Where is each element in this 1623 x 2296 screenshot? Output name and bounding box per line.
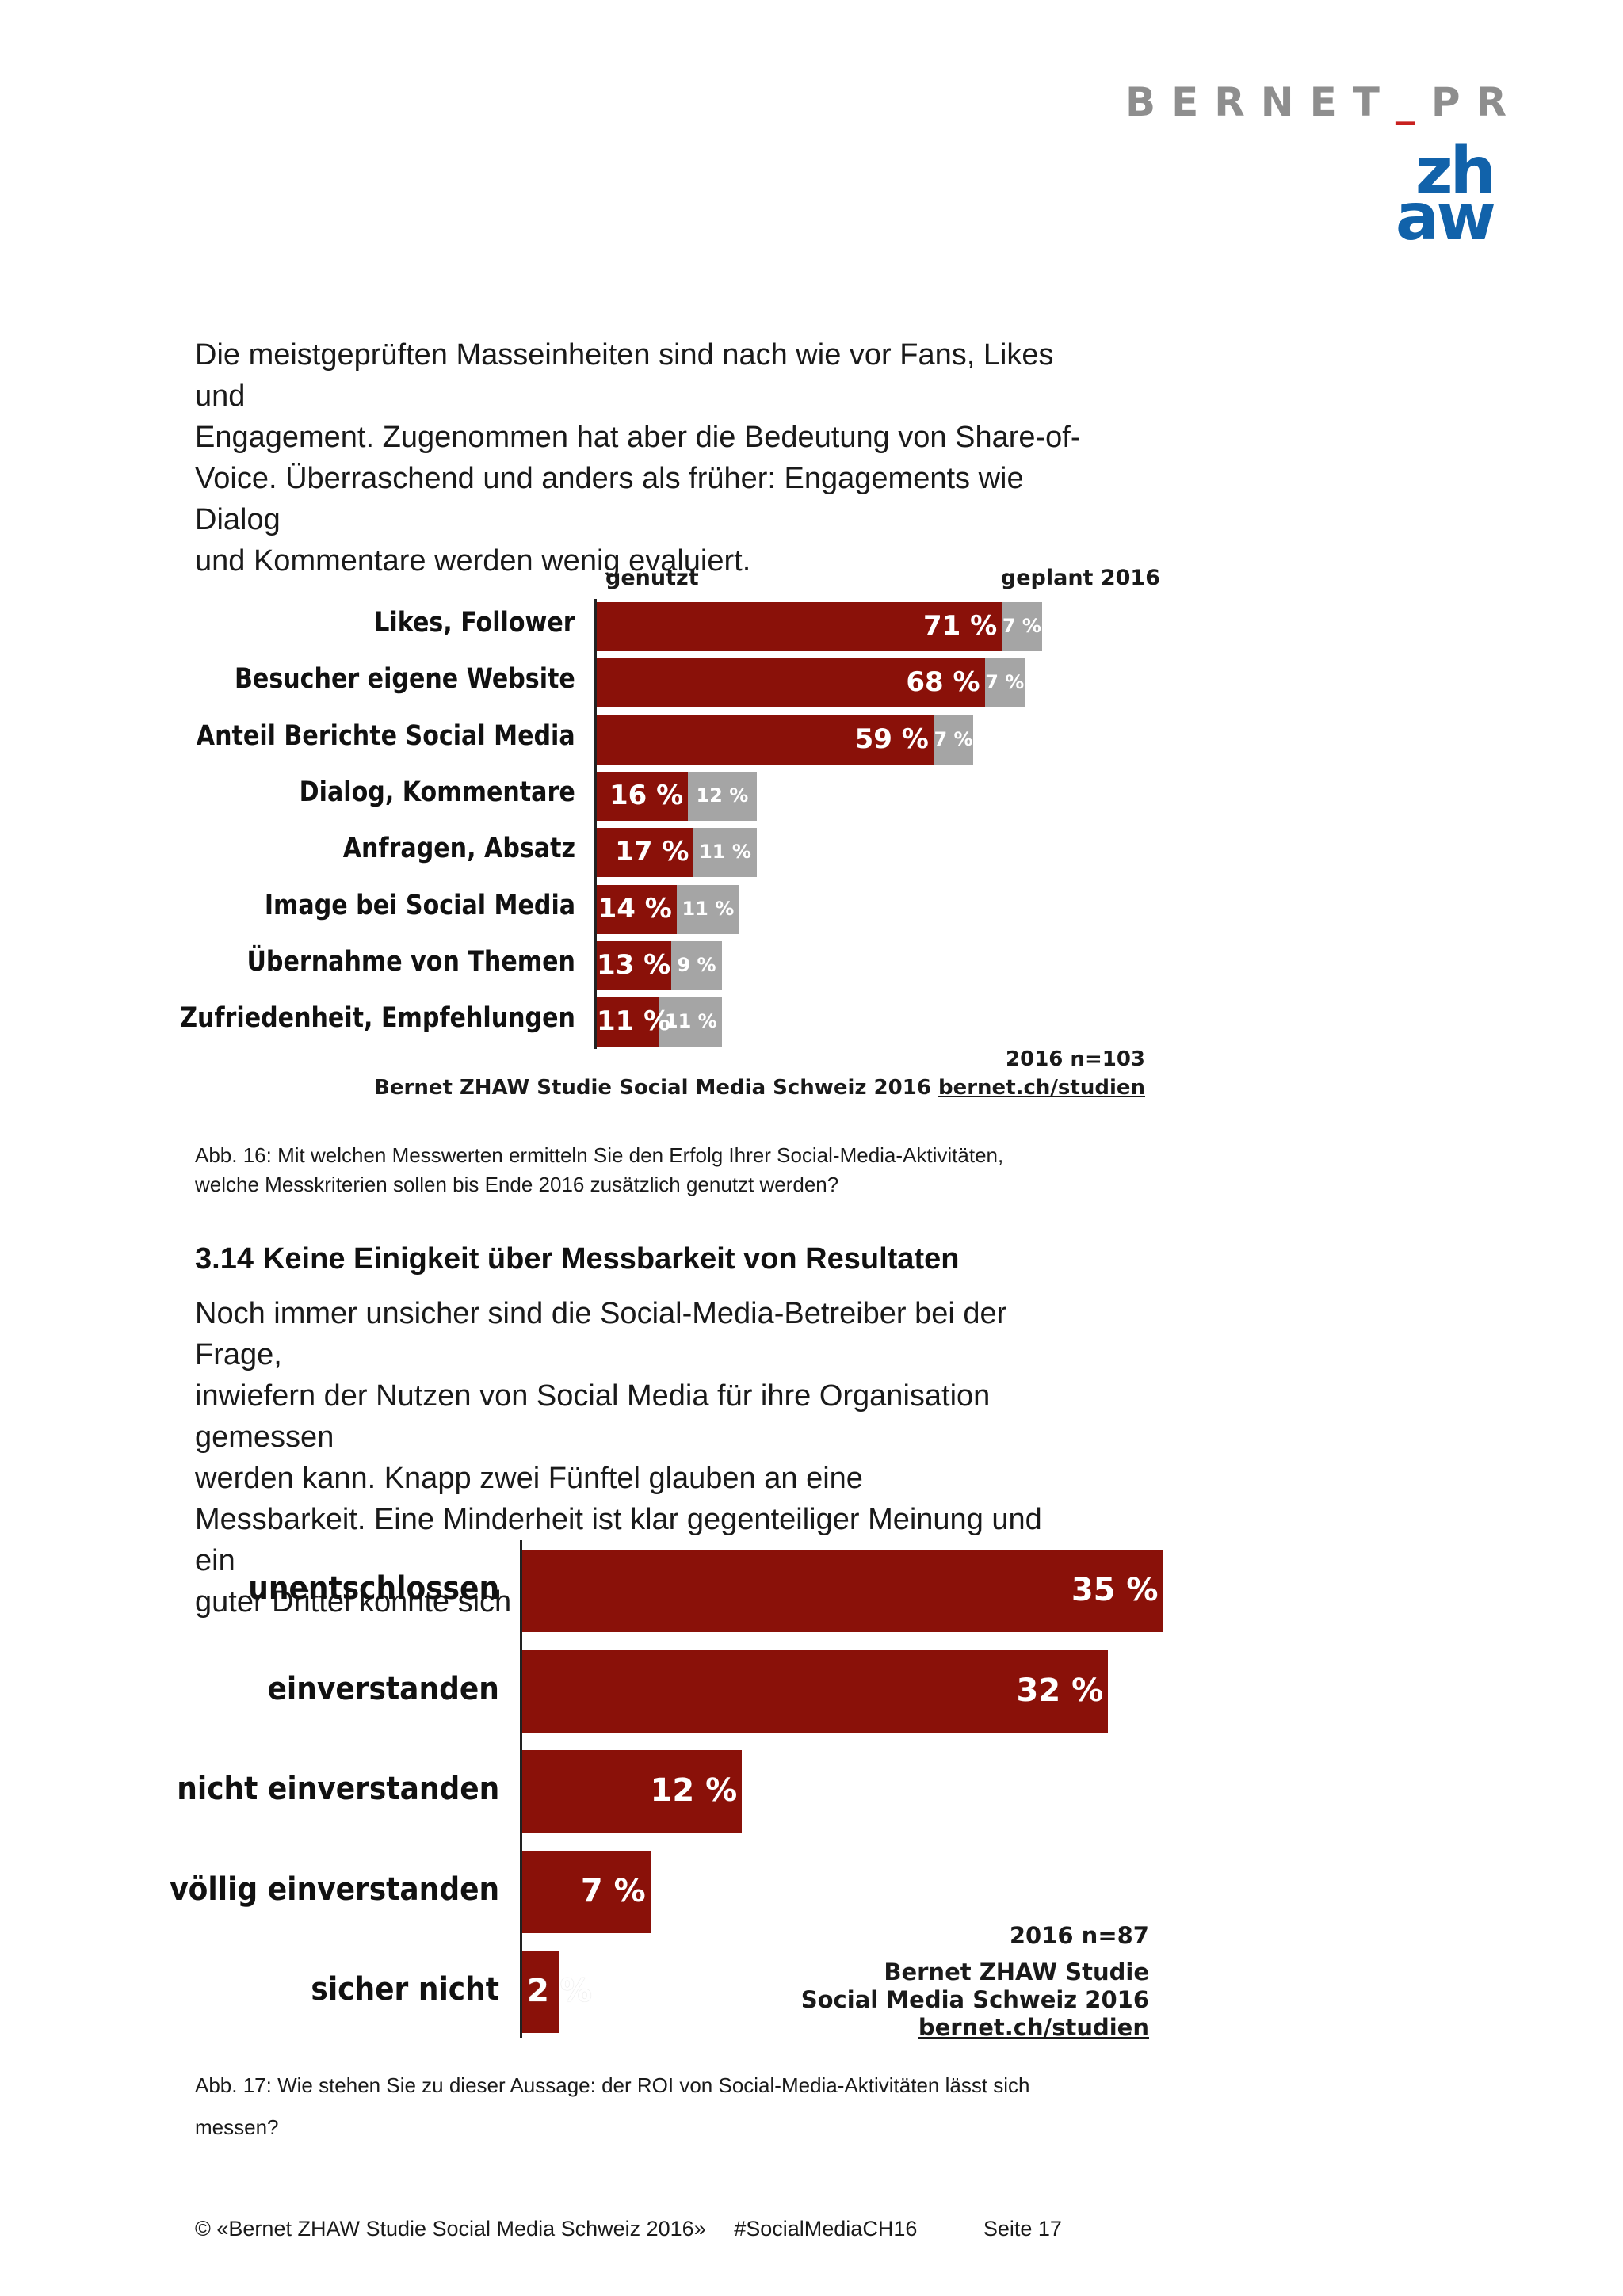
- value-label-planned: 12 %: [696, 784, 749, 807]
- intro-line: Engagement. Zugenommen hat aber die Bede…: [195, 421, 1081, 454]
- bar-planned: [933, 715, 974, 765]
- footer-page-number: Seite 17: [983, 2217, 1062, 2241]
- value-label-planned: 7 %: [985, 671, 1025, 694]
- value-label: 2 %: [527, 1973, 592, 2009]
- value-label-planned: 11 %: [699, 841, 751, 864]
- section-line: Messbarkeit. Eine Minderheit ist klar ge…: [195, 1503, 1042, 1577]
- value-label-used: 59 %: [854, 723, 929, 755]
- bar-planned: [676, 884, 739, 934]
- value-label-planned: 11 %: [682, 897, 735, 920]
- value-label-used: 16 %: [609, 779, 684, 811]
- value-label-used: 17 %: [615, 836, 689, 868]
- section-title: Keine Einigkeit über Messbarkeit von Res…: [262, 1242, 960, 1276]
- figure17-caption: Abb. 17: Wie stehen Sie zu dieser Aussag…: [195, 2065, 1146, 2149]
- category-label: Besucher eigene Website: [235, 663, 575, 696]
- bar-planned: [1002, 602, 1042, 651]
- category-label: Likes, Follower: [374, 607, 575, 639]
- category-label: Zufriedenheit, Empfehlungen: [180, 1002, 575, 1035]
- intro-paragraph: Die meistgeprüften Masseinheiten sind na…: [195, 334, 1083, 582]
- caption-line: welche Messkriterien sollen bis Ende 201…: [195, 1173, 839, 1196]
- bar-used: [597, 828, 694, 878]
- bar-response: [522, 1650, 1109, 1733]
- bar-used: [597, 715, 934, 765]
- value-label-planned: 11 %: [664, 1010, 717, 1033]
- logo-bernet-left: BERNET: [1125, 79, 1396, 125]
- section-line: Noch immer unsicher sind die Social-Medi…: [195, 1297, 1007, 1371]
- footer-copyright: © «Bernet ZHAW Studie Social Media Schwe…: [195, 2217, 706, 2241]
- value-label: 35 %: [1071, 1572, 1159, 1608]
- chart1-source-link[interactable]: bernet.ch/studien: [938, 1076, 1145, 1100]
- bar-used: [597, 602, 1002, 651]
- category-label: Image bei Social Media: [264, 889, 575, 921]
- value-label: 32 %: [1016, 1672, 1104, 1709]
- bar-used: [597, 940, 671, 990]
- category-label: nicht einverstanden: [176, 1771, 499, 1807]
- bar-response: [522, 1750, 743, 1833]
- zhaw-logo: zh aw: [1395, 134, 1496, 255]
- chart2-axis: [520, 1540, 522, 2038]
- bar-planned: [659, 997, 723, 1047]
- value-label-used: 14 %: [598, 892, 672, 925]
- intro-line: Die meistgeprüften Masseinheiten sind na…: [195, 338, 1054, 413]
- intro-line: und Kommentare werden wenig evaluiert.: [195, 544, 751, 578]
- chart-roi-measurability: unentschlossen 35 % einverstanden 32 % nicht…: [170, 1540, 1163, 2041]
- logo-zhaw-bottom: aw: [1395, 180, 1496, 255]
- bar-response: [522, 1850, 651, 1933]
- bar-response: [522, 1550, 1163, 1632]
- category-label: sicher nicht: [311, 1971, 499, 2008]
- bar-planned: [693, 828, 757, 878]
- category-label: Anteil Berichte Social Media: [197, 719, 575, 752]
- section-line: werden kann. Knapp zwei Fünftel glauben …: [195, 1462, 863, 1495]
- bar-planned: [670, 940, 723, 990]
- value-label-used: 68 %: [906, 666, 980, 699]
- bar-used: [597, 771, 689, 821]
- value-label-used: 71 %: [922, 610, 998, 642]
- legend-geplant: geplant 2016: [1000, 566, 1160, 590]
- bernet-pr-logo: BERNET_PR: [1125, 79, 1522, 125]
- chart2-source-link[interactable]: bernet.ch/studien: [918, 2014, 1149, 2041]
- chart-measurement-criteria: genutzt geplant 2016 Likes, Follower 71 %…: [0, 0, 1623, 1109]
- chart2-source-line1: Bernet ZHAW Studie: [884, 1958, 1149, 1985]
- chart2-sample: 2016 n=87: [1009, 1922, 1149, 1949]
- bar-planned: [688, 771, 757, 821]
- value-label: 7 %: [580, 1872, 646, 1909]
- chart2-source-link-text[interactable]: bernet.ch/studien: [918, 2014, 1149, 2041]
- caption-line: messen?: [195, 2115, 279, 2139]
- caption-line: Abb. 16: Mit welchen Messwerten ermittel…: [195, 1143, 1004, 1167]
- category-label: einverstanden: [267, 1670, 499, 1707]
- chart1-source-text: Bernet ZHAW Studie Social Media Schweiz …: [374, 1076, 938, 1100]
- legend-genutzt: genutzt: [605, 566, 699, 590]
- chart1-axis: [594, 599, 597, 1049]
- logo-zhaw-top: zh: [1415, 134, 1496, 209]
- value-label-planned: 7 %: [934, 727, 973, 750]
- logo-bernet-right: PR: [1430, 79, 1523, 125]
- chart1-source: Bernet ZHAW Studie Social Media Schweiz …: [374, 1076, 1145, 1100]
- footer-hashtag: #SocialMediaCH16: [734, 2217, 918, 2241]
- section-heading: 3.14 Keine Einigkeit über Messbarkeit von…: [195, 1242, 959, 1276]
- chart1-sample: 2016 n=103: [1006, 1047, 1145, 1071]
- caption-line: Abb. 17: Wie stehen Sie zu dieser Aussag…: [195, 2073, 1030, 2097]
- section-line: inwiefern der Nutzen von Social Media fü…: [195, 1379, 991, 1454]
- value-label: 12 %: [650, 1772, 738, 1809]
- bar-used: [597, 884, 677, 934]
- bar-planned: [984, 658, 1025, 708]
- value-label-planned: 7 %: [1002, 615, 1041, 637]
- category-label: unentschlossen: [248, 1570, 499, 1607]
- category-label: völlig einverstanden: [170, 1871, 499, 1908]
- page-footer: © «Bernet ZHAW Studie Social Media Schwe…: [195, 2217, 1062, 2241]
- chart2-source-line2: Social Media Schweiz 2016: [800, 1986, 1149, 2013]
- category-label: Übernahme von Themen: [246, 945, 575, 978]
- value-label-planned: 9 %: [677, 953, 716, 976]
- category-label: Dialog, Kommentare: [299, 776, 575, 808]
- figure16-caption: Abb. 16: Mit welchen Messwerten ermittel…: [195, 1141, 1146, 1199]
- bar-used: [597, 658, 985, 708]
- bar-response: [522, 1951, 559, 2033]
- category-label: Anfragen, Absatz: [342, 833, 575, 865]
- logo-bernet-sep: _: [1395, 79, 1431, 125]
- value-label-used: 13 %: [597, 948, 671, 981]
- bar-used: [597, 997, 660, 1047]
- intro-line: Voice. Überraschend und anders als frühe…: [195, 462, 1024, 536]
- section-number: 3.14: [195, 1242, 254, 1276]
